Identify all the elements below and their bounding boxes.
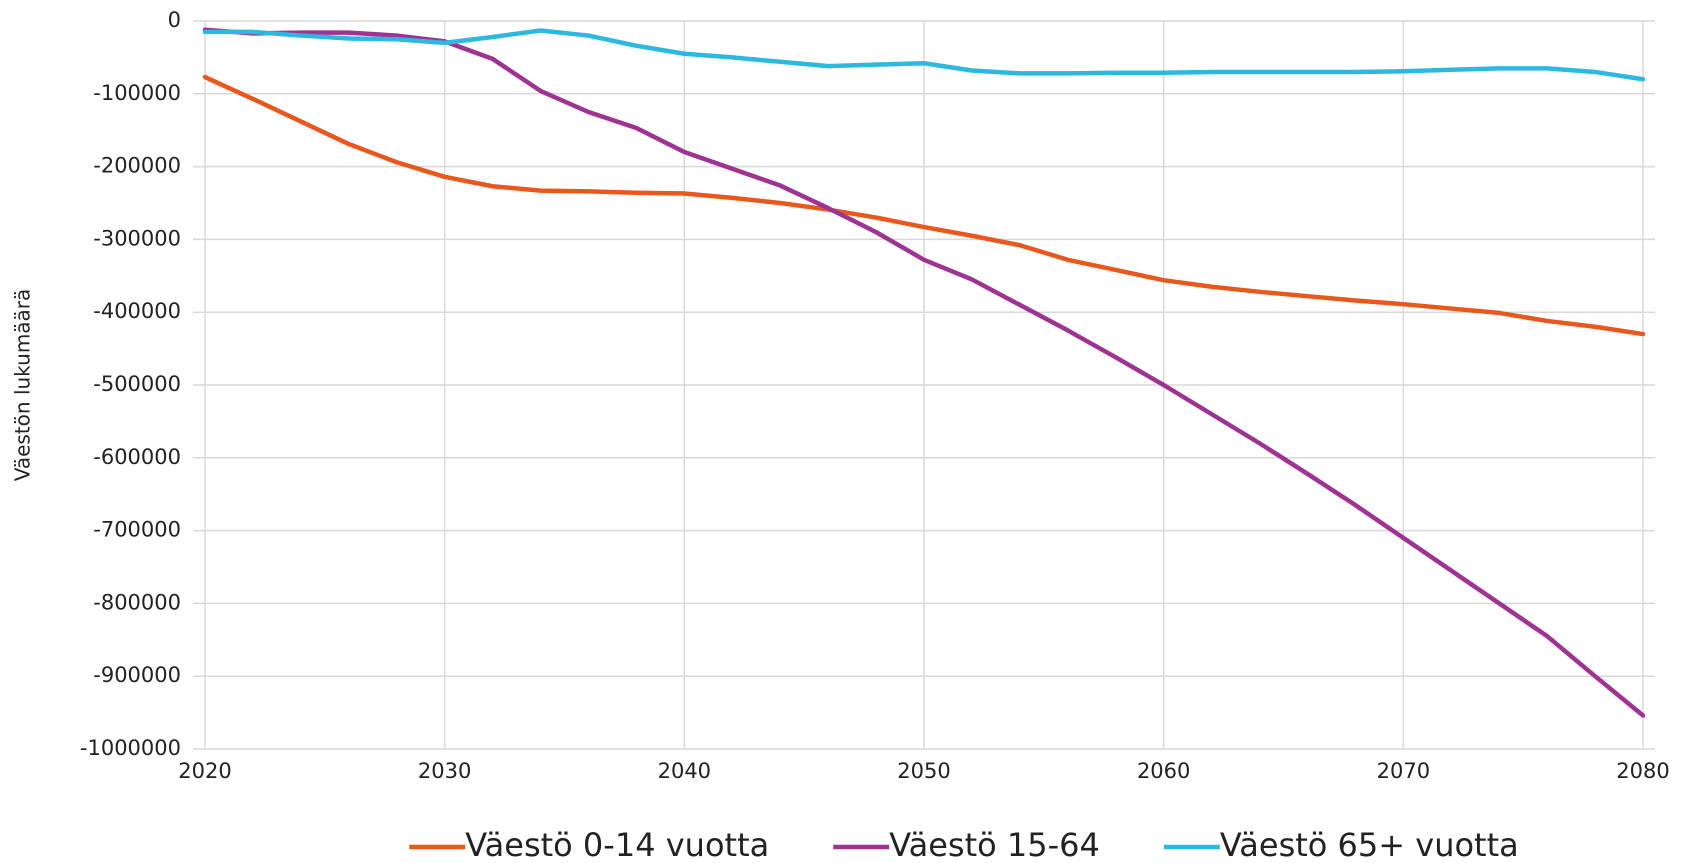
legend-label: Väestö 0-14 vuotta bbox=[465, 826, 769, 863]
y-tick-label: -1000000 bbox=[80, 736, 181, 760]
x-tick-label: 2080 bbox=[1616, 759, 1669, 783]
y-tick-label: -400000 bbox=[93, 299, 181, 323]
y-tick-label: -900000 bbox=[93, 663, 181, 687]
y-tick-label: -800000 bbox=[93, 590, 181, 614]
legend-label: Väestö 65+ vuotta bbox=[1220, 826, 1519, 863]
x-tick-label: 2060 bbox=[1137, 759, 1190, 783]
y-tick-label: -100000 bbox=[93, 81, 181, 105]
y-tick-label: -600000 bbox=[93, 445, 181, 469]
series-line bbox=[202, 28, 1646, 82]
x-tick-label: 2030 bbox=[418, 759, 471, 783]
y-axis-label: Väestön lukumäärä bbox=[11, 289, 35, 482]
legend-label: Väestö 15-64 bbox=[889, 826, 1100, 863]
y-tick-label: -700000 bbox=[93, 518, 181, 542]
x-tick-label: 2040 bbox=[658, 759, 711, 783]
x-tick-label: 2070 bbox=[1377, 759, 1430, 783]
y-tick-label: -500000 bbox=[93, 372, 181, 396]
x-tick-label: 2020 bbox=[178, 759, 231, 783]
y-tick-label: 0 bbox=[168, 8, 181, 32]
y-tick-label: -200000 bbox=[93, 154, 181, 178]
y-tick-label: -300000 bbox=[93, 226, 181, 250]
x-tick-label: 2050 bbox=[897, 759, 950, 783]
series-line bbox=[202, 74, 1646, 337]
